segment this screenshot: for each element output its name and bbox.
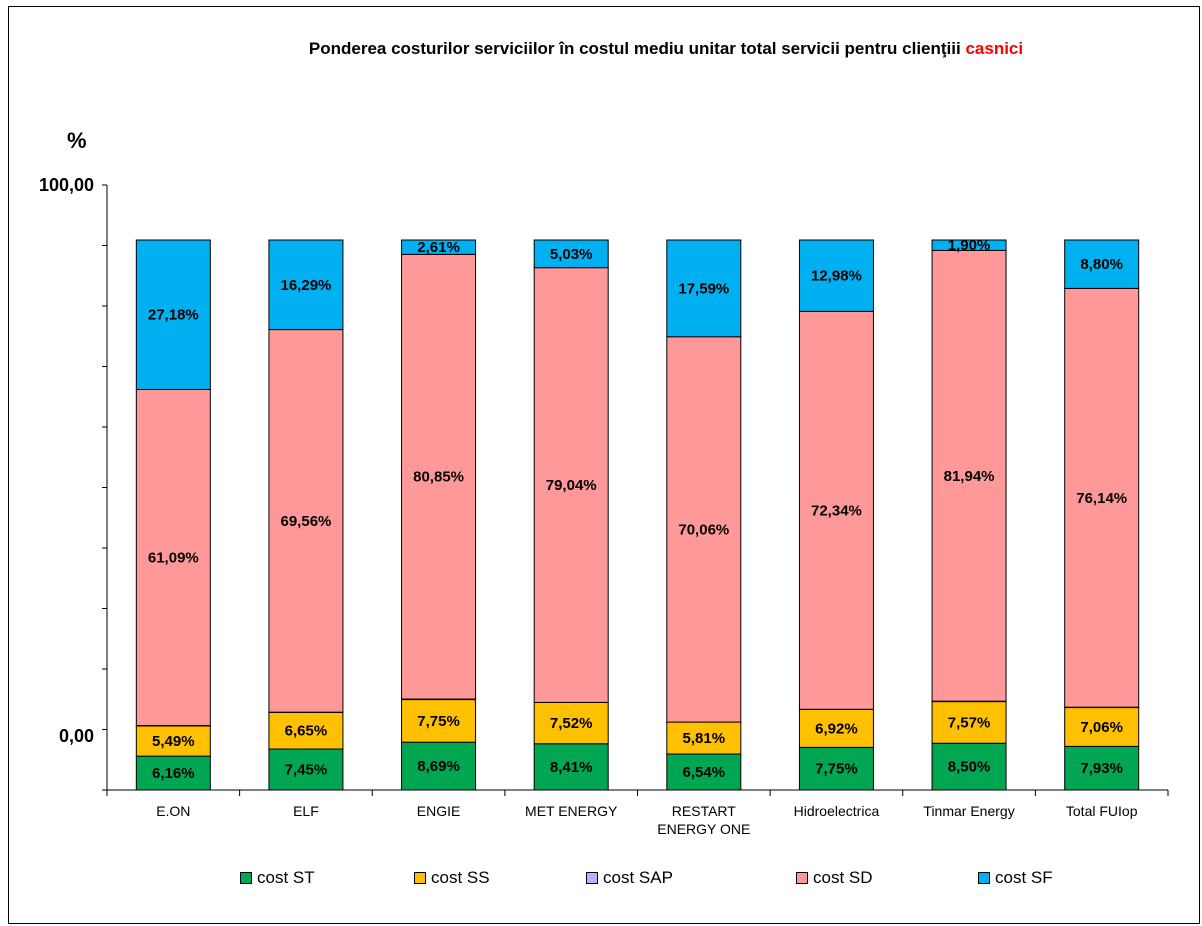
- legend-item-cost-st: cost ST: [240, 868, 315, 888]
- data-label: 8,80%: [1080, 256, 1123, 273]
- data-label: 16,29%: [281, 277, 332, 294]
- data-label: 5,03%: [550, 246, 593, 263]
- legend-swatch: [240, 872, 252, 884]
- legend-label: cost SF: [995, 868, 1053, 887]
- legend-item-cost-ss: cost SS: [414, 868, 490, 888]
- legend-swatch: [586, 872, 598, 884]
- category-label: ENERGY ONE: [657, 821, 750, 837]
- data-label: 69,56%: [281, 513, 332, 530]
- data-label: 17,59%: [678, 280, 729, 297]
- legend-swatch: [414, 872, 426, 884]
- chart-title-highlight: casnici: [965, 39, 1024, 58]
- data-label: 70,06%: [678, 521, 729, 538]
- category-label: RESTART: [672, 803, 736, 819]
- chart-title-text: Ponderea costurilor serviciilor în costu…: [308, 39, 961, 58]
- legend-item-cost-sd: cost SD: [796, 868, 873, 888]
- category-label: Tinmar Energy: [923, 803, 1014, 819]
- bar-segment-cost-ss: [533, 701, 609, 745]
- data-label: 5,49%: [152, 733, 195, 750]
- category-label: Total FUIop: [1066, 803, 1138, 819]
- data-label: 61,09%: [148, 549, 199, 566]
- data-label: 1,90%: [948, 237, 991, 254]
- bar-segment-cost-sd: [1064, 287, 1140, 708]
- data-label: 7,75%: [417, 713, 460, 730]
- data-label: 12,98%: [811, 268, 862, 285]
- legend-label: cost ST: [257, 868, 315, 887]
- data-label: 8,41%: [550, 759, 593, 776]
- bar-segment-cost-sf: [1064, 239, 1140, 289]
- bar-segment-cost-st: [533, 743, 609, 791]
- bar-segment-cost-st: [268, 748, 344, 791]
- data-label: 8,50%: [948, 759, 991, 776]
- legend-label: cost SS: [431, 868, 490, 887]
- data-label: 76,14%: [1076, 490, 1127, 507]
- data-label: 81,94%: [944, 468, 995, 485]
- legend-label: cost SAP: [603, 868, 673, 887]
- category-label: Hidroelectrica: [794, 803, 880, 819]
- bar-segment-cost-sd: [533, 267, 609, 703]
- bar-segment-cost-ss: [1064, 707, 1140, 747]
- legend-swatch: [978, 872, 990, 884]
- data-label: 7,93%: [1080, 760, 1123, 777]
- data-label: 7,52%: [550, 715, 593, 732]
- data-label: 80,85%: [413, 469, 464, 486]
- bar-segment-cost-ss: [666, 721, 742, 755]
- data-label: 79,04%: [546, 477, 597, 494]
- y-tick-label-zero: 0,00: [59, 726, 94, 746]
- bar-segment-cost-st: [401, 741, 477, 791]
- bar-segment-cost-sd: [798, 310, 874, 710]
- bar-segment-cost-ss: [135, 725, 211, 757]
- bar-segment-cost-sf: [135, 239, 211, 390]
- bar-segment-cost-sd: [666, 336, 742, 723]
- bar-segment-cost-ss: [798, 708, 874, 748]
- data-label: 2,61%: [417, 239, 460, 256]
- bar-segment-cost-st: [798, 746, 874, 791]
- data-label: 72,34%: [811, 502, 862, 519]
- data-label: 6,54%: [683, 764, 726, 781]
- bar-segment-cost-ss: [268, 711, 344, 750]
- chart-title: Ponderea costurilor serviciilor în costu…: [0, 39, 1202, 59]
- data-label: 7,75%: [815, 761, 858, 778]
- bar-segment-cost-st: [135, 755, 211, 791]
- bar-segment-cost-st: [666, 753, 742, 791]
- y-axis-unit-label: %: [67, 128, 87, 153]
- legend-label: cost SD: [813, 868, 873, 887]
- data-label: 7,06%: [1080, 719, 1123, 736]
- bar-segment-cost-sf: [268, 239, 344, 331]
- bar-segment-cost-sf: [401, 239, 477, 255]
- legend-swatch: [796, 872, 808, 884]
- data-label: 7,57%: [948, 714, 991, 731]
- category-label: E.ON: [156, 803, 190, 819]
- category-label: MET ENERGY: [525, 803, 618, 819]
- bar-segment-cost-sf: [931, 239, 1007, 251]
- data-label: 8,69%: [417, 758, 460, 775]
- category-label: ENGIE: [417, 803, 461, 819]
- bar-segment-cost-sd: [135, 388, 211, 726]
- legend-item-cost-sf: cost SF: [978, 868, 1053, 888]
- bar-segment-cost-st: [931, 742, 1007, 791]
- bar-segment-cost-sd: [268, 329, 344, 713]
- bar-segment-cost-ss: [401, 699, 477, 743]
- category-label: ELF: [293, 803, 319, 819]
- data-label: 6,65%: [285, 723, 328, 740]
- bar-segment-cost-sf: [533, 239, 609, 269]
- data-label: 7,45%: [285, 762, 328, 779]
- legend-item-cost-sap: cost SAP: [586, 868, 673, 888]
- data-label: 6,92%: [815, 720, 858, 737]
- bar-segment-cost-ss: [931, 701, 1007, 744]
- bar-segment-cost-sd: [931, 249, 1007, 702]
- bar-segment-cost-sf: [798, 239, 874, 312]
- y-tick-label-top: 100,00: [39, 175, 94, 195]
- data-label: 5,81%: [683, 730, 726, 747]
- bar-segment-cost-sf: [666, 239, 742, 338]
- data-label: 27,18%: [148, 307, 199, 324]
- data-label: 6,16%: [152, 765, 195, 782]
